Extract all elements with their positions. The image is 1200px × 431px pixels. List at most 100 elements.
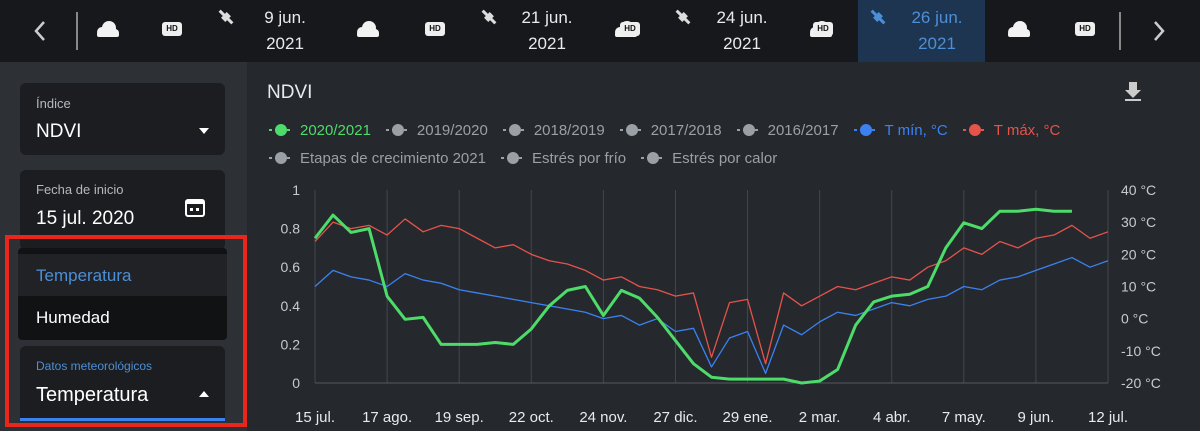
y2-tick-label: -20 °C	[1121, 375, 1161, 391]
hd-badge: HD	[620, 22, 640, 36]
y-tick-label: 0.8	[281, 221, 301, 237]
hd-badge: HD	[813, 22, 833, 36]
legend-item[interactable]: 2017/2018	[619, 120, 722, 140]
y-tick-label: 1	[292, 182, 300, 198]
image-date[interactable]: 26 jun. 2021	[897, 5, 977, 57]
series-line	[314, 256, 1109, 374]
hd-badge: HD	[1075, 22, 1095, 36]
x-tick-label: 17 ago.	[362, 409, 412, 426]
legend-icon	[385, 124, 410, 136]
series-line	[314, 218, 1109, 365]
date: 9 jun.	[264, 8, 306, 27]
legend-item[interactable]: 2020/2021	[268, 120, 371, 140]
y2-tick-label: 20 °C	[1121, 246, 1156, 262]
field-label: Datos meteorológicos	[36, 359, 153, 373]
x-tick-label: 29 ene.	[723, 409, 773, 426]
x-tick-label: 9 jun.	[1018, 409, 1055, 426]
legend-dot	[859, 124, 872, 136]
legend-dot	[625, 124, 638, 136]
x-tick-label: 4 abr.	[873, 409, 911, 426]
legend-icon	[269, 124, 293, 136]
legend-label: Etapas de crecimiento 2021	[300, 149, 486, 167]
legend-icon	[269, 152, 293, 164]
image-date[interactable]: 21 jun. 2021	[507, 5, 587, 57]
y2-tick-label: 40 °C	[1121, 182, 1156, 198]
weather-select[interactable]: Datos meteorológicos Temperatura	[20, 346, 225, 421]
legend-label: T máx, °C	[993, 121, 1061, 139]
dropdown-arrow	[199, 128, 209, 134]
legend-item[interactable]: 2016/2017	[736, 120, 839, 140]
y2-tick-label: 10 °C	[1121, 279, 1156, 295]
legend-item[interactable]: T mín, °C	[853, 120, 948, 140]
field-label: Fecha de inicio	[36, 182, 124, 197]
x-tick-label: 24 nov.	[579, 409, 627, 426]
legend-item[interactable]: Estrés por frío	[500, 148, 626, 168]
date: 24 jun.	[716, 8, 768, 27]
selected-image-bg	[858, 0, 985, 62]
dropdown-arrow	[199, 391, 209, 397]
legend-dot	[968, 124, 981, 136]
image-timeline: HD HD HD HD HD 9 jun. 2021 21 jun. 2021 24…	[0, 0, 1200, 62]
hd-badge: HD	[162, 22, 182, 36]
legend-item[interactable]: 2019/2020	[385, 120, 488, 140]
date: 21 jun.	[521, 8, 573, 27]
dropdown-menu: Temperatura Humedad	[18, 248, 227, 340]
legend-label: 2016/2017	[767, 121, 839, 139]
x-tick-label: 2 mar.	[799, 409, 841, 426]
chart-title: NDVI	[267, 82, 313, 103]
legend-dot	[506, 152, 519, 164]
date: 26 jun.	[911, 8, 963, 27]
legend-label: Estrés por calor	[672, 149, 778, 167]
legend-dot	[742, 124, 755, 136]
legend-icon	[853, 124, 878, 136]
legend-label: 2018/2019	[533, 121, 605, 139]
download-icon[interactable]	[1122, 80, 1144, 102]
legend-item[interactable]: T máx, °C	[962, 120, 1061, 140]
legend-dot	[647, 152, 660, 164]
y2-tick-label: -10 °C	[1121, 343, 1161, 359]
calendar-icon[interactable]	[184, 196, 206, 218]
next-arrow[interactable]	[1154, 21, 1165, 41]
legend-label: 2020/2021	[300, 121, 371, 139]
legend-icon	[619, 124, 644, 136]
highlight-box	[5, 235, 247, 427]
legend-label: T mín, °C	[884, 121, 948, 139]
legend-label: 2017/2018	[650, 121, 722, 139]
year: 2021	[918, 34, 956, 53]
field-value: NDVI	[36, 121, 82, 142]
satellite-icons	[218, 9, 886, 25]
year: 2021	[266, 34, 304, 53]
legend-dot	[391, 124, 404, 136]
legend-icon	[500, 152, 525, 164]
menu-option[interactable]: Temperatura	[18, 254, 227, 296]
legend-dot	[275, 124, 287, 136]
image-date[interactable]: 24 jun. 2021	[702, 5, 782, 57]
legend-icon	[502, 124, 527, 136]
x-tick-label: 22 oct.	[509, 409, 554, 426]
field-value: Temperatura	[36, 384, 149, 406]
y-tick-label: 0	[292, 375, 300, 391]
field-value: 15 jul. 2020	[36, 208, 135, 229]
legend: 2020/2021 2019/2020 2018/2019 2017/2018 2016…	[268, 120, 1168, 168]
legend-icon	[736, 124, 761, 136]
x-tick-label: 7 may.	[942, 409, 986, 426]
image-date[interactable]: 9 jun. 2021	[245, 5, 325, 57]
prev-arrow[interactable]	[34, 21, 45, 41]
menu-option[interactable]: Humedad	[18, 296, 227, 338]
y-tick-label: 0.4	[281, 298, 301, 314]
legend-item[interactable]: Etapas de crecimiento 2021	[268, 148, 486, 168]
y-tick-label: 0.2	[281, 336, 301, 352]
hd-badge: HD	[425, 22, 445, 36]
option-text: Temperatura	[36, 266, 132, 285]
x-tick-label: 15 jul.	[295, 409, 335, 426]
legend-dot	[508, 124, 521, 136]
index-select[interactable]: Índice NDVI	[20, 83, 225, 155]
series-line	[313, 207, 1072, 385]
legend-label: 2019/2020	[416, 121, 488, 139]
legend-item[interactable]: Estrés por calor	[640, 148, 777, 168]
x-tick-label: 27 dic.	[653, 409, 697, 426]
legend-item[interactable]: 2018/2019	[502, 120, 605, 140]
y2-tick-label: 0 °C	[1121, 311, 1148, 327]
